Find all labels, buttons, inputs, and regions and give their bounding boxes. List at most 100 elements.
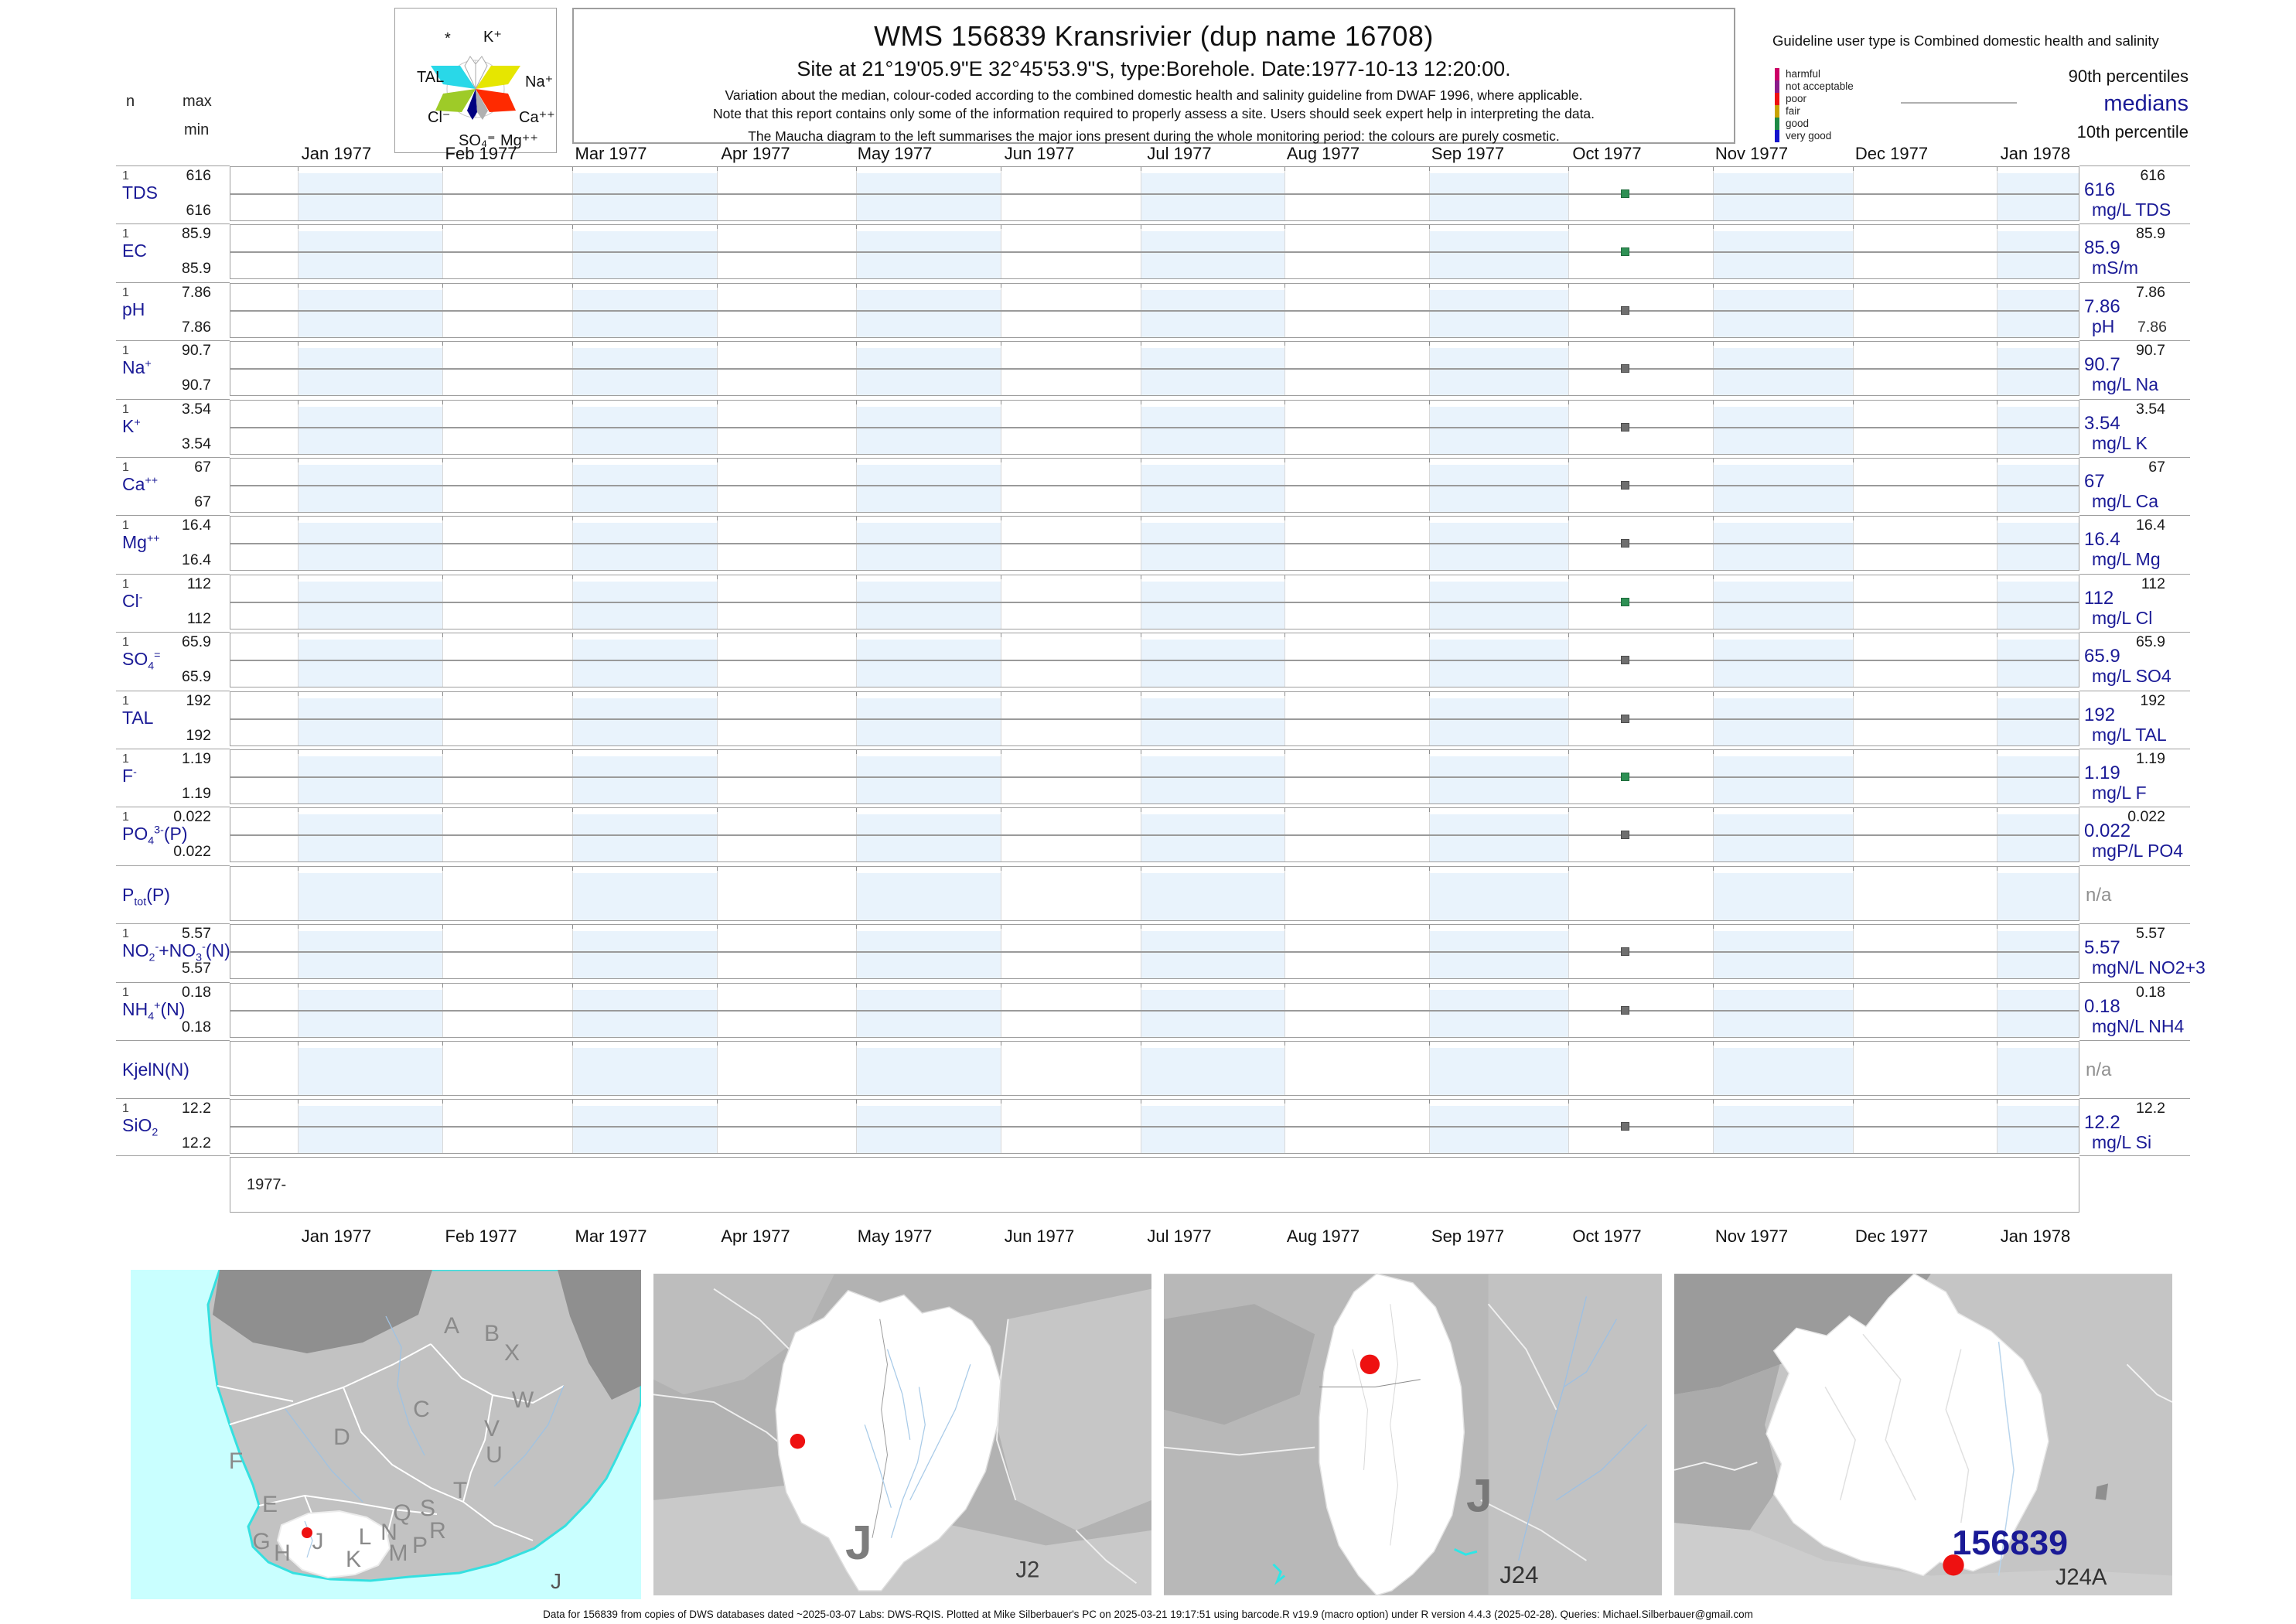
month-stripe bbox=[1428, 814, 1569, 861]
param-name-ca: Ca++ bbox=[122, 474, 159, 494]
month-stripe bbox=[572, 173, 717, 220]
left-label-ec: 1 85.9 85.9 EC bbox=[116, 223, 230, 281]
sample-count: 1 bbox=[122, 344, 129, 357]
guideline-class-label-2: poor bbox=[1786, 93, 1807, 104]
region-letter-C: C bbox=[413, 1397, 430, 1422]
sample-count: 1 bbox=[122, 227, 129, 241]
median-line-f bbox=[230, 776, 2079, 778]
sample-marker-f bbox=[1621, 772, 1629, 781]
month-tick bbox=[1284, 1100, 1286, 1104]
month-stripe bbox=[572, 990, 717, 1037]
month-stripe bbox=[1428, 465, 1569, 512]
month-tick bbox=[1568, 808, 1570, 812]
north-region-2 bbox=[558, 1270, 641, 1400]
min-value: 5.57 bbox=[182, 960, 211, 977]
month-gridline bbox=[298, 1042, 299, 1095]
month-stripe bbox=[1997, 407, 2079, 454]
month-tick bbox=[1852, 459, 1854, 462]
month-gridline bbox=[298, 867, 299, 920]
median-line-na bbox=[230, 367, 2079, 370]
month-gridline bbox=[1284, 867, 1286, 920]
median-value: 616 bbox=[2084, 179, 2116, 200]
month-tick bbox=[856, 750, 858, 754]
sample-count: 1 bbox=[122, 461, 129, 474]
region-letter-T: T bbox=[453, 1478, 467, 1503]
month-label-bottom-10: Nov 1977 bbox=[1714, 1227, 1789, 1246]
month-stripe bbox=[1997, 698, 2079, 745]
sample-count: 1 bbox=[122, 810, 129, 824]
min-value: 90.7 bbox=[182, 377, 211, 394]
month-stripe bbox=[572, 698, 717, 745]
median-line-tal bbox=[230, 718, 2079, 720]
right-column-endline bbox=[2079, 1155, 2190, 1156]
maucha-label-k: K⁺ bbox=[483, 29, 502, 46]
median-line-sio2 bbox=[230, 1125, 2079, 1128]
guideline-class-swatch-0 bbox=[1775, 68, 1779, 80]
maucha-wedge-k bbox=[475, 56, 488, 90]
param-name-ptot: Ptot(P) bbox=[122, 885, 170, 909]
max-value: 0.022 bbox=[173, 808, 211, 825]
region-letter-N: N bbox=[380, 1520, 397, 1545]
row-panel-k bbox=[230, 400, 2079, 455]
maucha-label-na: Na⁺ bbox=[525, 73, 554, 90]
p90-value: 0.18 bbox=[2136, 984, 2165, 1001]
maucha-label-so4: SO₄⁼ bbox=[459, 132, 496, 149]
right-label-ptot: n/a bbox=[2079, 865, 2190, 923]
month-stripe bbox=[1997, 582, 2079, 629]
month-tick bbox=[1284, 575, 1286, 579]
median-line-nh4 bbox=[230, 1009, 2079, 1012]
month-stripe bbox=[856, 931, 1001, 978]
median-value: 192 bbox=[2084, 705, 2116, 725]
river bbox=[1997, 1341, 2015, 1576]
sample-marker-na bbox=[1621, 363, 1629, 373]
guideline-class-swatch-5 bbox=[1775, 130, 1779, 142]
unit-label: mg/L F bbox=[2092, 783, 2147, 803]
month-tick bbox=[1852, 401, 1854, 404]
month-tick bbox=[1568, 225, 1570, 229]
month-stripe bbox=[1428, 582, 1569, 629]
month-stripe bbox=[298, 407, 442, 454]
note-variation: Variation about the median, colour-coded… bbox=[725, 87, 1583, 103]
right-label-ph: 7.86 7.86 pH 7.86 bbox=[2079, 282, 2190, 340]
site-number-label: 156839 bbox=[1952, 1523, 2068, 1562]
region-letter-E: E bbox=[262, 1492, 278, 1517]
month-stripe bbox=[1713, 465, 1853, 512]
region-letter-V: V bbox=[484, 1416, 500, 1441]
max-value: 90.7 bbox=[182, 342, 211, 359]
month-tick bbox=[442, 459, 443, 462]
month-gridline bbox=[1852, 867, 1854, 920]
month-stripe bbox=[1713, 290, 1853, 337]
median-line-sample bbox=[1901, 102, 2017, 104]
month-stripe bbox=[1140, 814, 1285, 861]
month-stripe bbox=[298, 582, 442, 629]
month-tick bbox=[1852, 167, 1854, 171]
max-value: 16.4 bbox=[182, 517, 211, 534]
month-stripe bbox=[856, 465, 1001, 512]
month-tick bbox=[298, 1100, 299, 1104]
month-tick bbox=[1284, 867, 1286, 871]
month-tick bbox=[716, 342, 718, 346]
month-tick bbox=[1428, 750, 1430, 754]
legend-10th-percentile: 10th percentile bbox=[2076, 122, 2189, 142]
month-tick bbox=[716, 167, 718, 171]
month-stripe bbox=[856, 990, 1001, 1037]
month-label-top-7: Aug 1977 bbox=[1286, 144, 1360, 163]
month-stripe bbox=[572, 1106, 717, 1153]
left-column-endline bbox=[116, 1155, 230, 1156]
month-stripe bbox=[856, 1048, 1001, 1095]
maucha-legend-box: * K⁺ TAL Na⁺ Cl⁻ Ca⁺⁺ SO₄⁼ Mg⁺⁺ bbox=[394, 8, 557, 153]
month-tick bbox=[298, 167, 299, 171]
min-value: 85.9 bbox=[182, 260, 211, 277]
guideline-class-label-4: good bbox=[1786, 118, 1810, 129]
rivers bbox=[1517, 1296, 1647, 1561]
month-tick bbox=[1428, 1042, 1430, 1046]
month-stripe bbox=[856, 814, 1001, 861]
rivers bbox=[864, 1349, 971, 1538]
month-tick bbox=[1568, 633, 1570, 637]
min-value: 67 bbox=[194, 493, 211, 510]
min-value: 65.9 bbox=[182, 668, 211, 685]
unit-label: pH bbox=[2092, 316, 2115, 336]
right-label-po4: 0.022 0.022 mgP/L PO4 bbox=[2079, 807, 2190, 865]
region-letter-P: P bbox=[412, 1533, 428, 1558]
legend-medians: medians bbox=[2103, 91, 2189, 116]
